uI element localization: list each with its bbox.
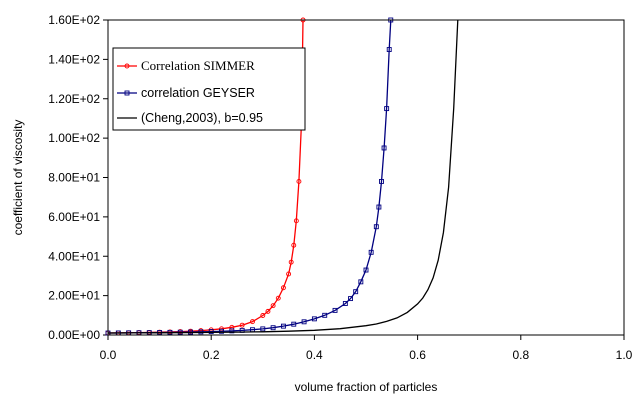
- data-point: [260, 313, 266, 318]
- x-tick-label: 0.8: [512, 348, 529, 362]
- data-point: [296, 178, 302, 184]
- data-point: [293, 218, 299, 224]
- legend-label: (Cheng,2003), b=0.95: [141, 111, 263, 125]
- plot-area-frame: [107, 19, 625, 336]
- data-point: [379, 178, 384, 184]
- legend-box: [112, 47, 306, 131]
- x-tick-label: 0.0: [100, 348, 117, 362]
- y-tick-label: 1.60E+02: [48, 13, 100, 27]
- series-layer: [105, 17, 459, 336]
- y-tick-label: 0.00E+00: [48, 328, 100, 342]
- x-axis-ticks: 0.0 0.2 0.4 0.6 0.8 1.0: [100, 335, 633, 362]
- data-point: [288, 259, 294, 265]
- data-point: [260, 326, 266, 332]
- data-point: [250, 319, 255, 325]
- legend: Correlation SIMMER correlation GEYSER (Che…: [112, 47, 306, 131]
- y-tick-label: 6.00E+01: [48, 210, 100, 224]
- data-point: [363, 267, 369, 273]
- data-point: [332, 307, 338, 313]
- data-point: [311, 316, 317, 322]
- x-axis-title: volume fraction of particles: [295, 380, 438, 394]
- data-point: [373, 224, 379, 230]
- y-tick-label: 4.00E+01: [48, 249, 100, 263]
- series-line: [107, 19, 459, 334]
- data-point: [286, 271, 292, 277]
- data-point: [270, 325, 276, 331]
- data-point: [270, 303, 276, 309]
- data-point: [229, 324, 235, 330]
- data-point: [368, 249, 374, 255]
- y-axis-ticks: 0.00E+00 2.00E+01 4.00E+01 6.00E+01 8.00E+01…: [48, 13, 108, 342]
- y-tick-label: 1.00E+02: [48, 131, 100, 145]
- data-point: [342, 301, 348, 306]
- y-tick-label: 1.40E+02: [48, 52, 100, 66]
- data-point: [291, 242, 297, 248]
- series-2: [107, 19, 459, 334]
- y-tick-label: 2.00E+01: [48, 289, 100, 303]
- data-point: [358, 279, 364, 285]
- data-point: [280, 323, 286, 329]
- y-axis-title: coefficient of viscosity: [11, 120, 25, 236]
- data-point: [291, 321, 297, 327]
- data-point: [381, 145, 387, 151]
- legend-label: Correlation SIMMER: [141, 58, 255, 73]
- legend-marker: [124, 63, 130, 69]
- data-point: [376, 204, 382, 210]
- data-point: [384, 106, 390, 112]
- legend-marker: [124, 90, 130, 96]
- data-point: [280, 285, 286, 291]
- x-tick-label: 1.0: [616, 348, 633, 362]
- x-tick-label: 0.2: [203, 348, 220, 362]
- y-tick-label: 1.20E+02: [48, 92, 100, 106]
- data-point: [208, 329, 214, 335]
- data-point: [348, 296, 353, 302]
- data-point: [229, 328, 235, 334]
- data-point: [219, 328, 224, 334]
- data-point: [386, 47, 392, 52]
- x-tick-label: 0.6: [409, 348, 426, 362]
- y-tick-label: 8.00E+01: [48, 171, 100, 185]
- data-point: [239, 322, 245, 328]
- data-point: [275, 295, 281, 301]
- data-point: [322, 312, 328, 318]
- x-tick-label: 0.4: [306, 348, 323, 362]
- data-point: [265, 308, 271, 314]
- data-point: [353, 289, 359, 295]
- legend-label: correlation GEYSER: [141, 86, 255, 100]
- data-point: [301, 319, 307, 325]
